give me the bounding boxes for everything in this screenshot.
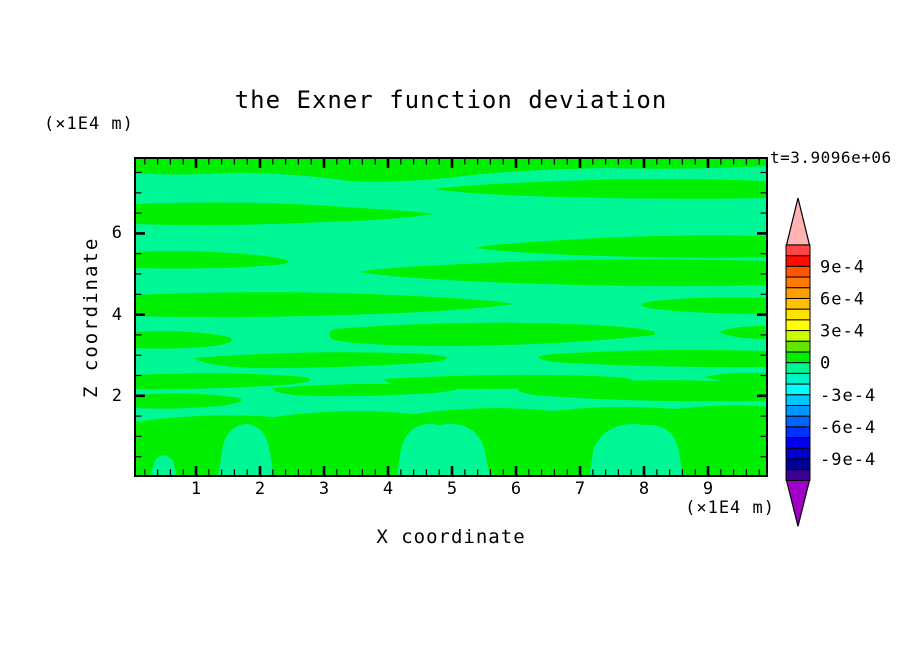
colorbar-tick-label: -3e-4 — [820, 386, 876, 406]
colorbar-tick-label: 6e-4 — [820, 289, 865, 309]
colorbar-over-arrow — [785, 197, 811, 246]
contour-band-positive — [134, 251, 289, 269]
contour-band-positive — [641, 297, 768, 314]
colorbar-cell — [785, 458, 811, 471]
colorbar-cell — [785, 415, 811, 428]
colorbar-cell — [785, 447, 811, 460]
colorbar-cell — [785, 308, 811, 321]
x-tick-label: 4 — [382, 479, 394, 499]
colorbar-cell — [785, 426, 811, 439]
contour-band-positive — [359, 259, 768, 287]
contour-band-positive — [273, 383, 457, 397]
contour-plot-area — [134, 157, 768, 477]
contour-band-positive — [518, 380, 768, 402]
contour-band-positive — [329, 322, 656, 346]
colorbar-cell — [785, 298, 811, 310]
contour-band-positive — [539, 350, 768, 368]
colorbar-cell — [785, 437, 811, 449]
contour-band-positive — [134, 157, 768, 182]
colorbar-cell — [785, 469, 811, 481]
contour-band-positive — [134, 331, 232, 349]
contour-band-positive — [134, 393, 242, 409]
y-tick-label: 2 — [111, 385, 122, 406]
colorbar-cell — [785, 351, 811, 364]
x-tick-label: 5 — [446, 479, 458, 499]
x-tick-label: 9 — [702, 479, 714, 499]
x-tick-label: 7 — [574, 479, 586, 499]
y-tick-label: 6 — [111, 223, 122, 244]
colorbar-tick-label: -9e-4 — [820, 450, 876, 470]
colorbar-svg: 9e-4 6e-4 3e-4 0 -3e-4 -6e-4 -9e-4 — [785, 197, 876, 527]
colorbar-cell — [785, 362, 811, 374]
contour-band-positive — [134, 373, 311, 390]
colorbar-cell — [785, 319, 811, 332]
x-tick-label: 1 — [190, 479, 202, 499]
colorbar-tick-label: 0 — [820, 354, 831, 374]
contour-band-positive — [474, 235, 768, 258]
contour-band-negative — [397, 423, 490, 477]
colorbar-cell — [785, 330, 811, 342]
contour-band-positive — [194, 352, 447, 369]
colorbar-cell — [785, 383, 811, 396]
y-tick-labels: 2 4 6 — [92, 157, 122, 477]
colorbar-tick-label: 3e-4 — [820, 322, 865, 342]
contour-plot-svg — [134, 157, 768, 477]
colorbar-cell — [785, 340, 811, 353]
x-tick-label: 6 — [510, 479, 522, 499]
contour-band-negative — [589, 423, 683, 477]
colorbar-cell — [785, 405, 811, 417]
plot-frame — [134, 157, 768, 477]
contour-band-positive — [134, 292, 514, 318]
x-tick-label: 8 — [638, 479, 650, 499]
colorbar-under-arrow — [785, 479, 811, 527]
y-tick-label: 4 — [111, 304, 122, 325]
colorbar-cell — [785, 265, 811, 278]
colorbar-tick-label: -6e-4 — [820, 418, 876, 438]
colorbar-cell — [785, 394, 811, 407]
chart-title: the Exner function deviation — [234, 86, 668, 114]
x-tick-labels: 1 2 3 4 5 6 7 8 9 — [134, 479, 768, 501]
x-axis-unit-label: (×1E4 m) — [685, 498, 775, 518]
contour-band-positive — [719, 326, 768, 339]
colorbar-cell — [785, 244, 811, 257]
x-axis-title: X coordinate — [376, 526, 526, 548]
contour-band-positive — [134, 202, 434, 226]
contour-band-positive — [434, 179, 768, 199]
colorbar-cell — [785, 287, 811, 300]
contour-band-positive — [704, 372, 768, 385]
time-annotation: t=3.9096e+06 — [770, 148, 892, 167]
colorbar-cell — [785, 372, 811, 385]
colorbar-cell — [785, 255, 811, 267]
colorbar-tick-label: 9e-4 — [820, 257, 865, 277]
colorbar-cell — [785, 276, 811, 289]
x-tick-label: 3 — [318, 479, 330, 499]
colorbar: 9e-4 6e-4 3e-4 0 -3e-4 -6e-4 -9e-4 — [780, 190, 904, 535]
x-tick-label: 2 — [254, 479, 266, 499]
y-axis-unit-label: (×1E4 m) — [44, 114, 134, 134]
contour-band-negative — [218, 424, 274, 477]
